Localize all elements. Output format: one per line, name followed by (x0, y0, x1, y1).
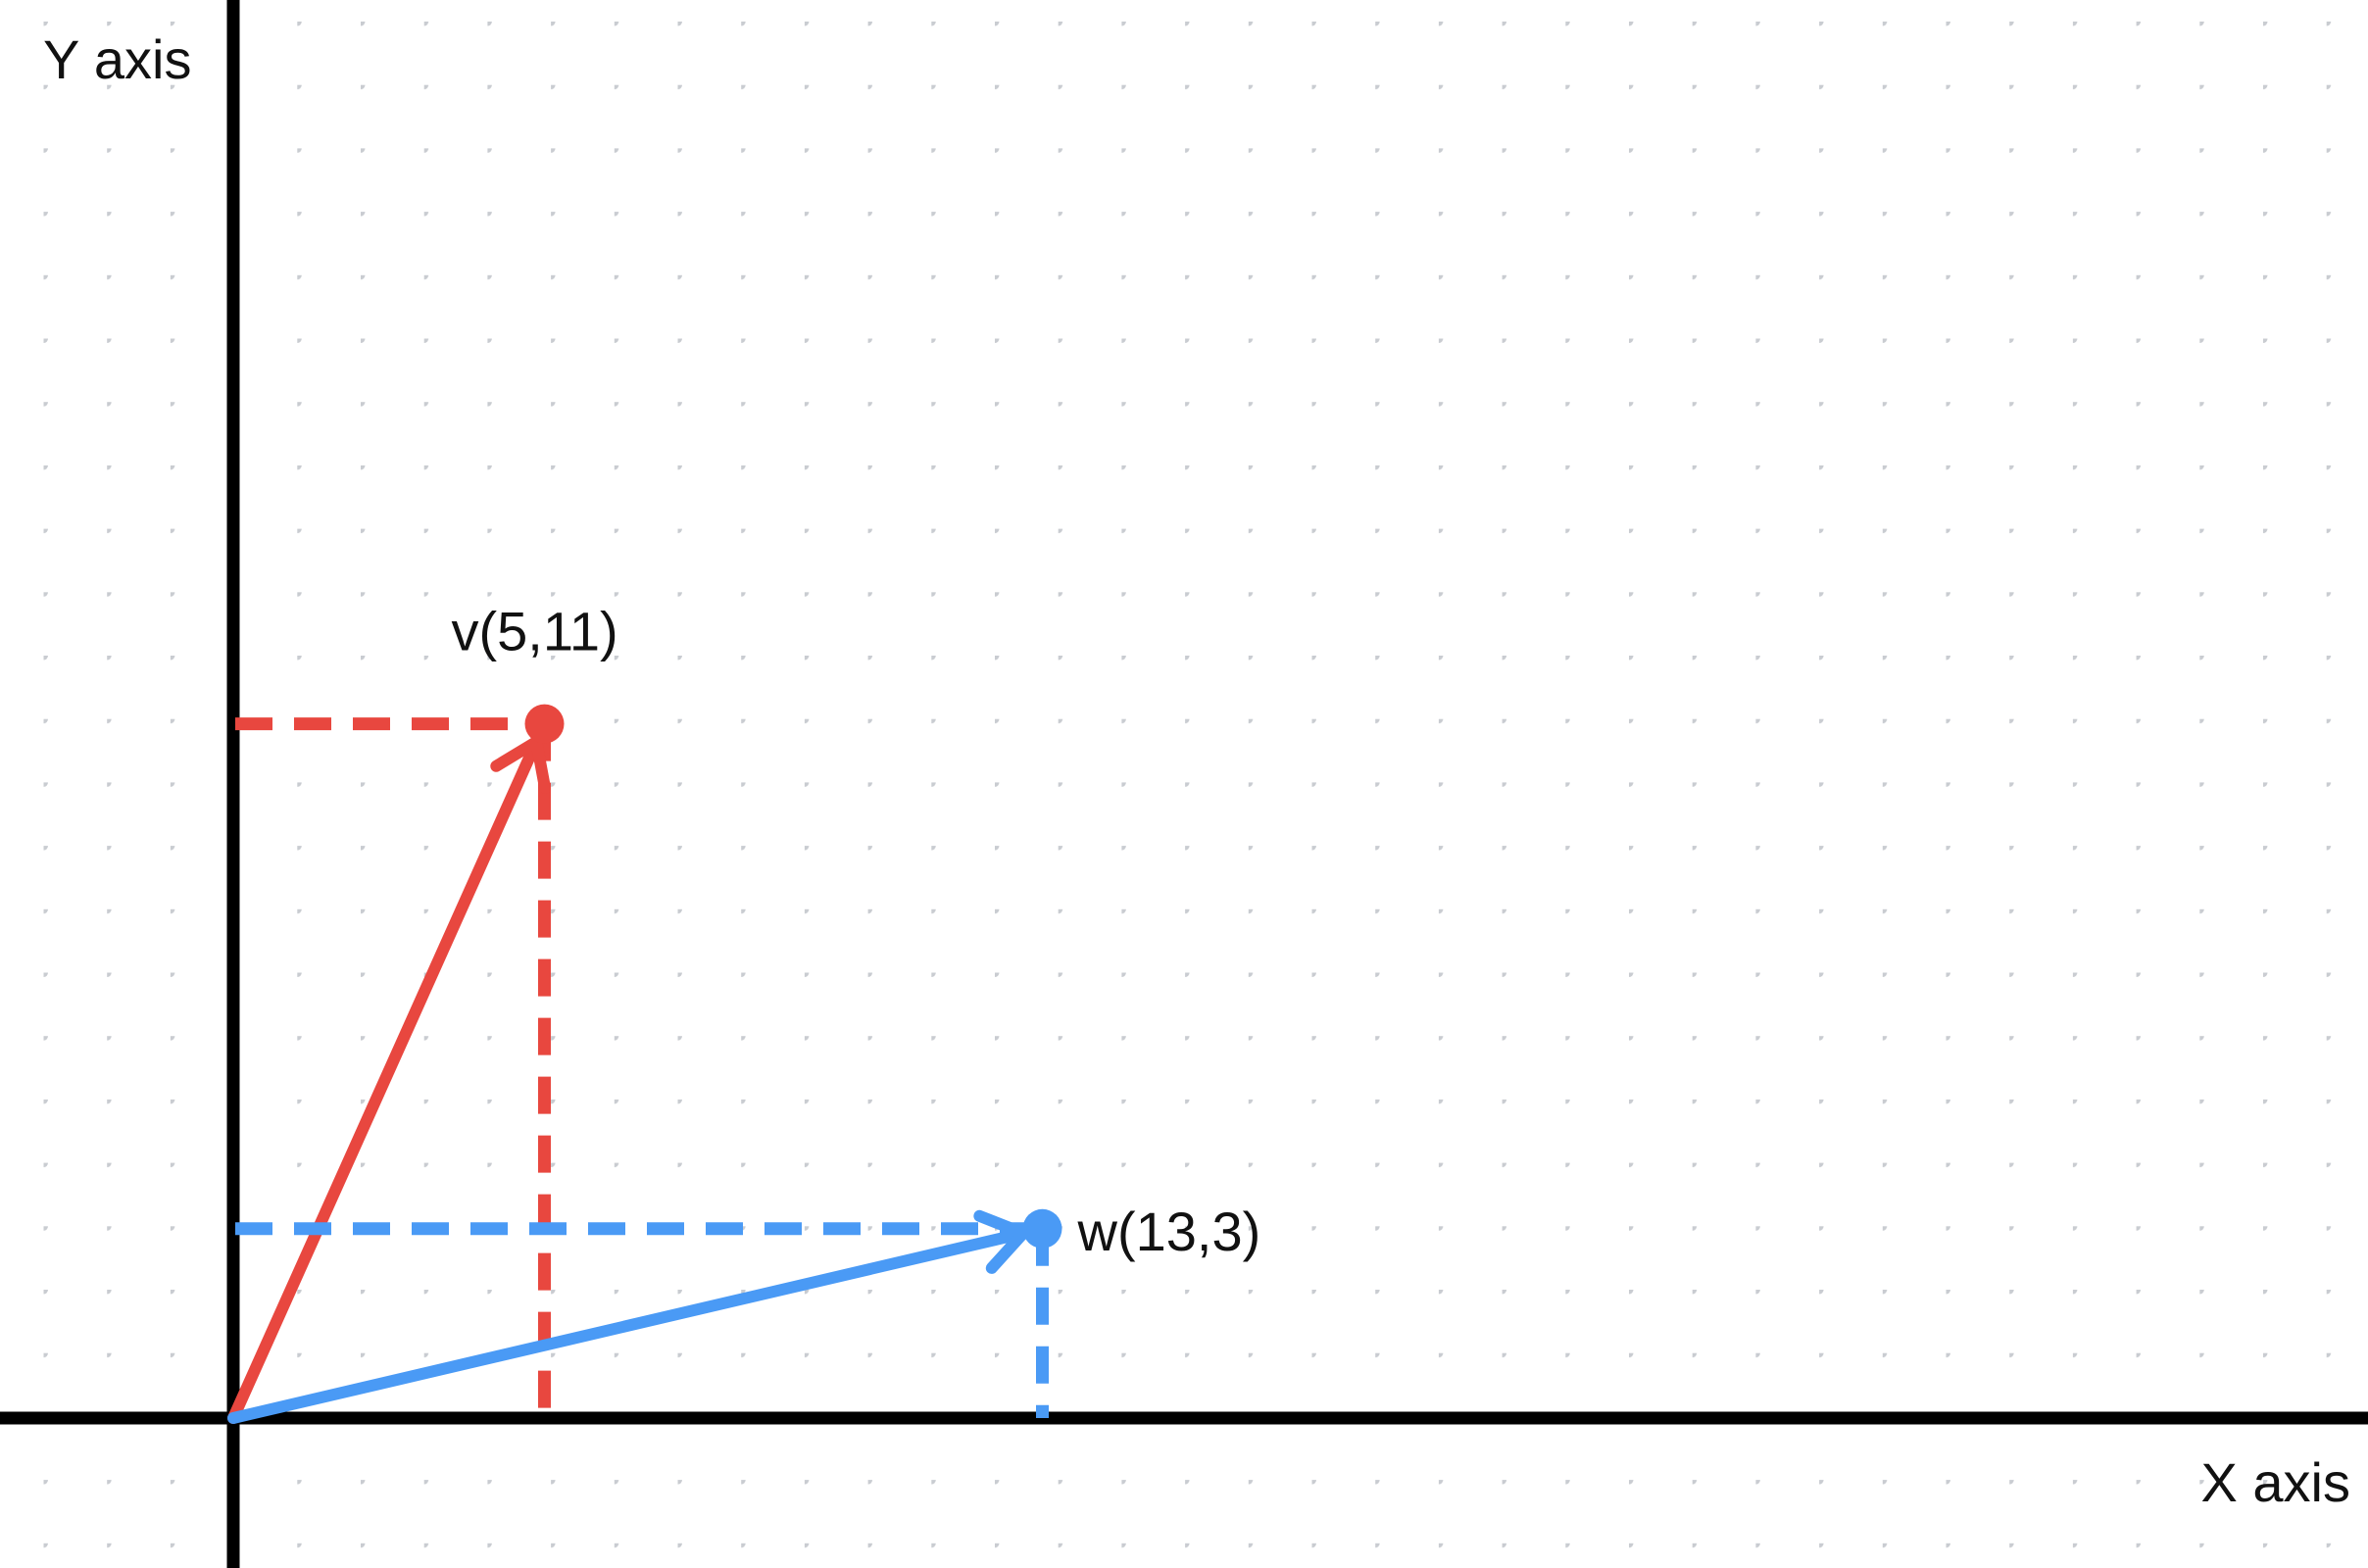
vector-v: v(5,11) (227, 601, 618, 1424)
vector-w-arrow-shaft (227, 1227, 1030, 1424)
vector-w-endpoint (1022, 1208, 1062, 1249)
vector-v-arrowhead (490, 735, 552, 795)
x-axis-label: X axis (2201, 1451, 2351, 1513)
vector-v-endpoint (524, 704, 565, 744)
vector-w: w(13,3) (227, 1200, 1261, 1424)
vector-w-label: w(13,3) (1077, 1200, 1261, 1262)
vector-v-label: v(5,11) (452, 601, 618, 662)
y-axis-label: Y axis (43, 28, 191, 90)
vector-v-arrow-shaft (227, 735, 543, 1424)
